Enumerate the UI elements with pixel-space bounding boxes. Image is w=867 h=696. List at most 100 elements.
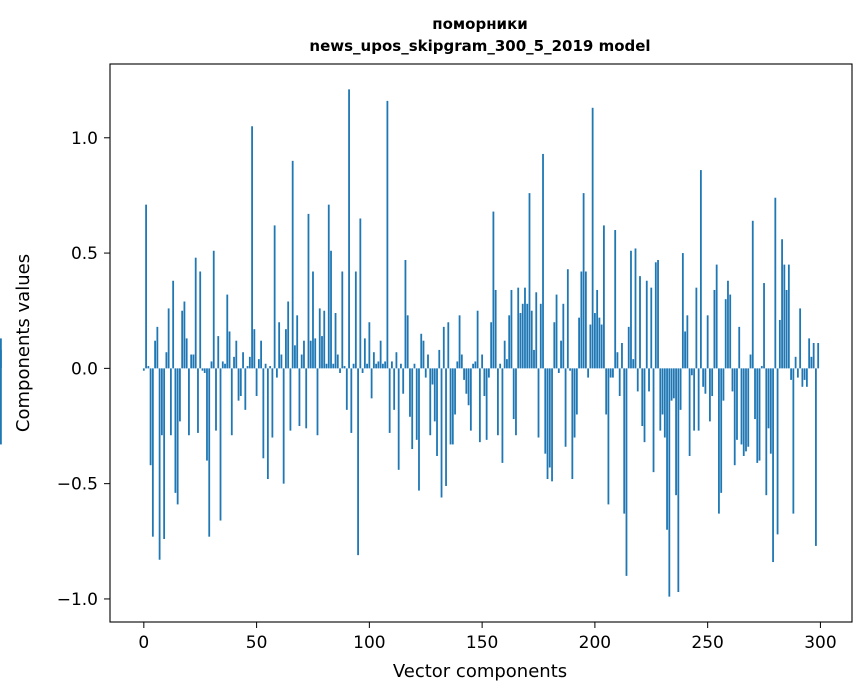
bar: [530, 310, 533, 369]
bar: [618, 368, 621, 397]
bar: [420, 333, 423, 369]
bar: [584, 271, 587, 369]
bar: [307, 213, 310, 369]
bar: [580, 271, 583, 369]
bar: [199, 271, 202, 369]
bar: [582, 193, 585, 369]
bar: [151, 368, 154, 537]
bar: [681, 253, 684, 369]
bar: [0, 338, 2, 369]
bar: [783, 264, 786, 369]
bar: [224, 363, 226, 369]
bar: [203, 368, 206, 373]
bar: [431, 368, 434, 385]
bar: [402, 368, 405, 394]
bar: [702, 368, 705, 387]
bar: [632, 359, 635, 369]
bar: [817, 343, 820, 369]
bar: [503, 340, 506, 369]
bar: [300, 354, 303, 369]
bar: [397, 368, 400, 470]
bar: [327, 204, 330, 369]
bar: [318, 308, 321, 369]
bar: [305, 368, 308, 429]
bar: [343, 366, 346, 369]
bar: [440, 368, 443, 498]
bar: [275, 368, 278, 378]
x-tick-label: 300: [804, 633, 836, 653]
bar: [287, 301, 290, 369]
bar: [785, 289, 788, 369]
bar: [736, 368, 738, 440]
bar: [253, 329, 256, 369]
bar: [454, 368, 456, 415]
bar: [492, 211, 495, 369]
bar: [510, 289, 513, 369]
bar: [562, 303, 565, 369]
bar: [650, 287, 653, 369]
bar: [314, 338, 317, 369]
bar: [695, 287, 698, 369]
bar: [312, 271, 314, 369]
bar: [215, 368, 217, 431]
x-tick-label: 250: [691, 633, 723, 653]
bar: [384, 361, 387, 369]
bar: [648, 368, 650, 392]
bar: [147, 366, 150, 369]
bar: [643, 368, 646, 443]
bar: [494, 289, 497, 369]
bar: [233, 356, 235, 369]
bar: [251, 126, 253, 369]
bar: [309, 340, 312, 369]
bar: [596, 289, 599, 369]
bar: [377, 361, 380, 369]
bar: [179, 368, 181, 422]
bar: [803, 368, 806, 380]
bar: [654, 262, 657, 369]
bar: [271, 368, 274, 438]
bar: [458, 315, 461, 369]
bar: [282, 368, 285, 484]
bar: [336, 354, 339, 369]
bar: [226, 294, 229, 369]
bar: [350, 368, 353, 433]
bar: [774, 197, 777, 369]
bar: [436, 368, 438, 456]
bar: [239, 368, 242, 397]
x-tick-label: 100: [353, 633, 385, 653]
bar: [368, 322, 371, 369]
bar: [758, 368, 761, 461]
bar: [278, 322, 281, 369]
bar: [535, 292, 538, 369]
bar: [201, 368, 204, 371]
bar: [499, 363, 502, 369]
x-tick-label: 0: [138, 633, 149, 653]
bar: [451, 368, 454, 445]
bar: [711, 368, 714, 397]
bar: [424, 368, 427, 378]
bar: [257, 359, 260, 369]
bar: [169, 368, 172, 436]
bar: [720, 368, 723, 493]
bar: [639, 276, 641, 369]
bar: [672, 368, 675, 399]
bar: [298, 368, 301, 426]
bar: [740, 368, 743, 445]
bar: [217, 336, 220, 369]
bar: [772, 368, 774, 563]
bar: [366, 363, 368, 369]
bar: [801, 368, 804, 387]
bar: [172, 280, 175, 369]
bar: [361, 368, 364, 373]
bar: [228, 331, 231, 369]
bar: [566, 269, 569, 369]
bar: [609, 368, 612, 378]
bar: [749, 354, 752, 369]
bar: [264, 363, 267, 369]
bar: [463, 368, 465, 380]
bar: [508, 315, 511, 369]
bar: [210, 361, 213, 369]
bar: [472, 363, 474, 369]
bar: [560, 340, 562, 369]
bar: [792, 368, 795, 514]
